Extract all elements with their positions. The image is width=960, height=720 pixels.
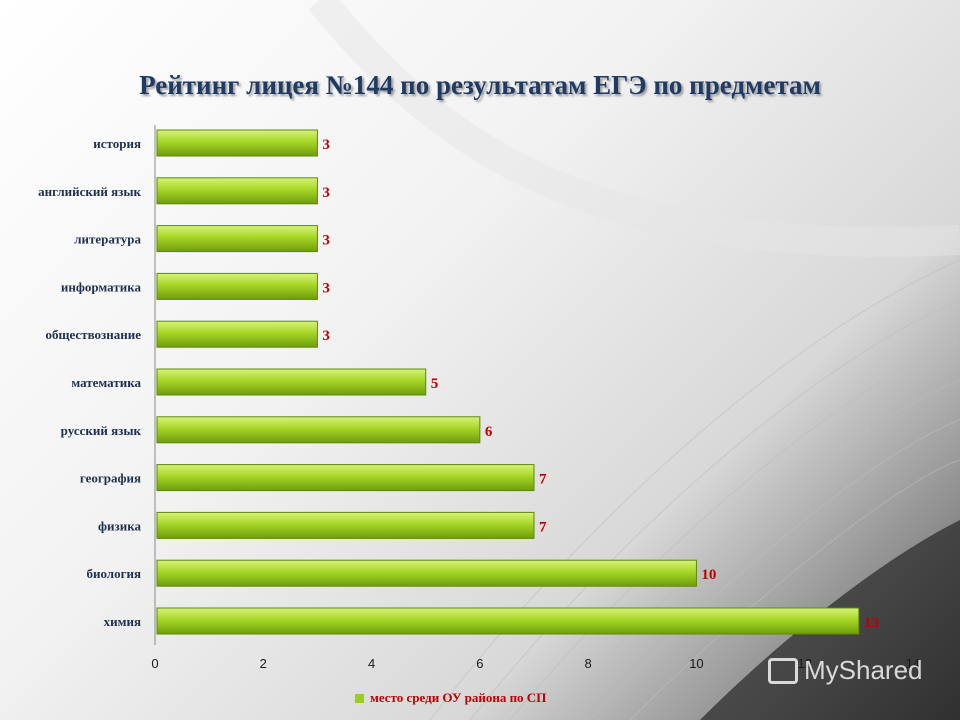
chart-title: Рейтинг лицея №144 по результатам ЕГЭ по… — [139, 70, 821, 100]
category-label: история — [93, 136, 141, 151]
bar — [156, 225, 318, 253]
legend-swatch — [355, 693, 364, 703]
category-label: русский язык — [61, 423, 142, 438]
data-label: 3 — [322, 233, 330, 249]
x-tick-label: 14 — [906, 656, 920, 671]
data-label: 10 — [701, 567, 716, 583]
legend-label: место среди ОУ района по СП — [370, 690, 547, 705]
data-label: 3 — [322, 328, 330, 344]
presentation-icon — [768, 657, 798, 684]
legend: место среди ОУ района по СП — [355, 690, 546, 706]
watermark: MyShared — [768, 655, 923, 686]
category-label: обществознание — [46, 327, 142, 342]
data-label: 6 — [485, 424, 493, 440]
category-label: биология — [86, 566, 141, 581]
bar — [156, 511, 535, 539]
data-label: 13 — [864, 615, 879, 631]
bar — [156, 177, 318, 205]
data-label: 3 — [322, 137, 330, 153]
data-label: 7 — [539, 519, 547, 535]
data-label: 5 — [431, 376, 439, 392]
bar — [156, 559, 697, 587]
x-tick-label: 6 — [476, 656, 483, 671]
x-tick-label: 0 — [151, 656, 158, 671]
data-label: 3 — [322, 280, 330, 296]
x-tick-label: 12 — [797, 656, 811, 671]
bar — [156, 416, 481, 444]
bar — [156, 464, 535, 492]
bar — [156, 368, 427, 396]
bar — [156, 607, 860, 635]
category-label: литература — [74, 232, 141, 247]
category-label: география — [80, 471, 141, 486]
data-label: 7 — [539, 472, 547, 488]
category-label: информатика — [61, 279, 142, 294]
bar — [156, 129, 318, 157]
category-label: физика — [98, 518, 141, 533]
x-tick-label: 10 — [689, 656, 703, 671]
bar — [156, 320, 318, 348]
category-label: химия — [104, 614, 141, 629]
x-tick-label: 8 — [585, 656, 592, 671]
data-label: 3 — [322, 185, 330, 201]
x-tick-label: 4 — [368, 656, 375, 671]
plot-area: история 3 английский язык 3 литература 3 инфор… — [38, 125, 920, 671]
watermark-text: MyShared — [804, 655, 923, 685]
category-label: математика — [71, 375, 141, 390]
category-label: английский язык — [38, 184, 141, 199]
x-tick-label: 2 — [260, 656, 267, 671]
bar — [156, 272, 318, 300]
